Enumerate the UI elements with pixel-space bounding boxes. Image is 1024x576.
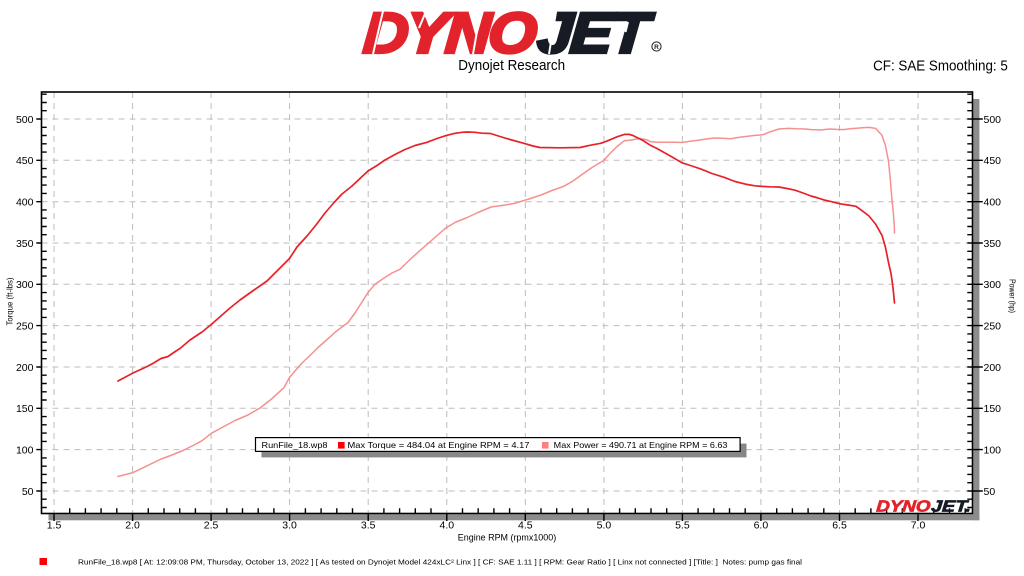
svg-text:Torque (ft-lbs): Torque (ft-lbs) — [6, 277, 15, 325]
svg-text:7.0: 7.0 — [911, 520, 926, 532]
svg-text:Engine RPM (rpmx1000): Engine RPM (rpmx1000) — [458, 532, 556, 543]
svg-text:400: 400 — [16, 197, 34, 209]
svg-text:4.5: 4.5 — [518, 520, 533, 532]
svg-text:50: 50 — [22, 486, 34, 498]
svg-text:Dynojet Research: Dynojet Research — [458, 58, 565, 74]
svg-text:5.0: 5.0 — [597, 520, 612, 532]
svg-text:250: 250 — [16, 320, 34, 332]
svg-text:RunFile_18.wp8 [ At: 12:09:08: RunFile_18.wp8 [ At: 12:09:08 PM, Thursd… — [78, 557, 802, 566]
svg-text:CF: SAE Smoothing: 5: CF: SAE Smoothing: 5 — [873, 58, 1008, 74]
svg-text:2.5: 2.5 — [204, 520, 219, 532]
svg-text:1.5: 1.5 — [47, 520, 62, 532]
svg-text:500: 500 — [984, 114, 1002, 126]
svg-text:450: 450 — [16, 155, 34, 167]
svg-text:100: 100 — [984, 444, 1002, 456]
svg-text:DYNO: DYNO — [876, 499, 932, 516]
svg-text:300: 300 — [984, 279, 1002, 291]
svg-text:Power (hp): Power (hp) — [1008, 279, 1017, 313]
svg-text:3.5: 3.5 — [361, 520, 376, 532]
svg-text:250: 250 — [984, 320, 1002, 332]
svg-text:100: 100 — [16, 444, 34, 456]
svg-text:150: 150 — [984, 403, 1002, 415]
svg-text:DYNO: DYNO — [361, 2, 538, 66]
svg-text:JET: JET — [535, 2, 655, 66]
svg-text:JET.: JET. — [931, 499, 972, 516]
svg-text:R: R — [654, 44, 659, 51]
svg-text:300: 300 — [16, 279, 34, 291]
svg-text:350: 350 — [16, 238, 34, 250]
svg-text:400: 400 — [984, 197, 1002, 209]
svg-text:200: 200 — [984, 362, 1002, 374]
svg-text:50: 50 — [984, 486, 996, 498]
svg-text:2.0: 2.0 — [125, 520, 140, 532]
svg-text:6.0: 6.0 — [754, 520, 769, 532]
svg-text:RunFile_18.wp8: RunFile_18.wp8 — [262, 440, 328, 450]
svg-text:Max Torque = 484.04 at Engine: Max Torque = 484.04 at Engine RPM = 4.17 — [348, 440, 530, 450]
svg-text:3.0: 3.0 — [282, 520, 297, 532]
svg-text:6.5: 6.5 — [832, 520, 847, 532]
svg-text:150: 150 — [16, 403, 34, 415]
svg-text:Max Power = 490.71 at Engine R: Max Power = 490.71 at Engine RPM = 6.63 — [554, 440, 728, 450]
svg-text:5.5: 5.5 — [675, 520, 690, 532]
svg-text:200: 200 — [16, 362, 34, 374]
svg-text:500: 500 — [16, 114, 34, 126]
svg-text:450: 450 — [984, 155, 1002, 167]
svg-text:350: 350 — [984, 238, 1002, 250]
svg-text:4.0: 4.0 — [439, 520, 454, 532]
